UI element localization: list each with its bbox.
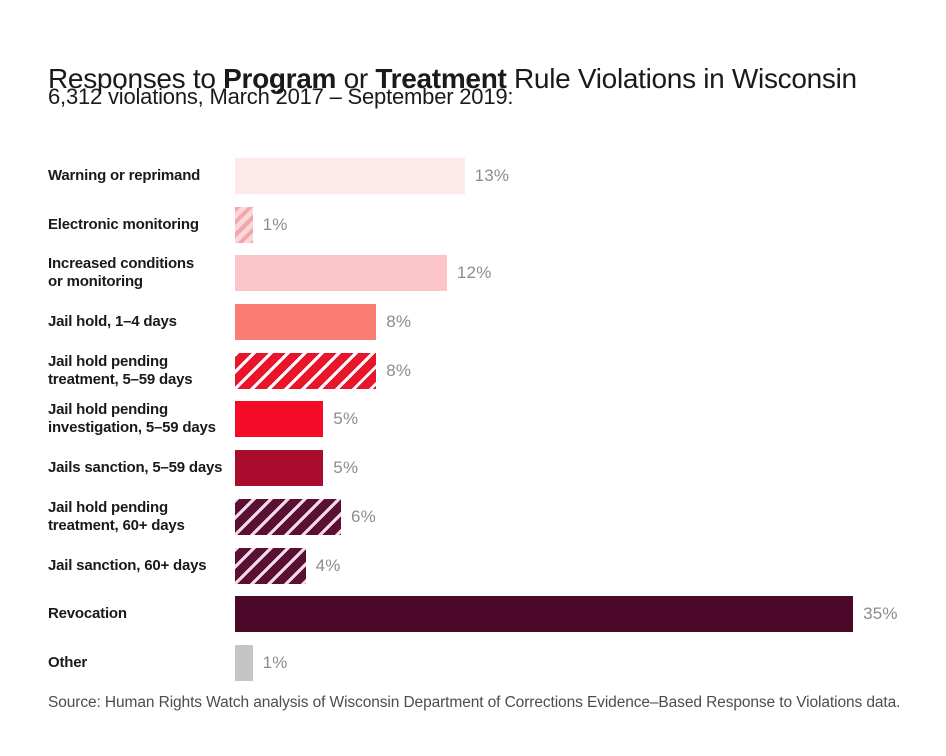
bar-track: 35% xyxy=(235,596,898,633)
bar-label-jails-sanction-5-59: Jails sanction, 5–59 days xyxy=(48,459,223,477)
bar-track: 8% xyxy=(235,352,412,389)
bar-value: 1% xyxy=(262,652,288,672)
bar-value: 35% xyxy=(863,604,898,624)
bar-label-jail-hold-investigation-5-59: Jail hold pending investigation, 5–59 da… xyxy=(48,401,216,437)
title-bold-treatment: Treatment xyxy=(375,62,507,94)
bar-track: 12% xyxy=(235,255,492,292)
bar-jail-hold-1-4-days xyxy=(235,304,377,341)
chart-subtitle: 6,312 violations, March 2017 – September… xyxy=(48,84,514,109)
chart-row: Increased conditions or monitoring 12% xyxy=(48,255,918,292)
bar-value: 4% xyxy=(315,555,341,575)
bar-value: 5% xyxy=(333,409,359,429)
bar-increased-conditions xyxy=(235,255,447,292)
bar-label-jail-hold-treatment-60plus: Jail hold pending treatment, 60+ days xyxy=(48,498,185,534)
chart-title: Responses to Program or Treatment Rule V… xyxy=(48,63,857,95)
bar-value: 1% xyxy=(262,214,288,234)
bar-label-jail-sanction-60plus: Jail sanction, 60+ days xyxy=(48,556,207,574)
bar-jail-sanction-60plus xyxy=(235,547,306,584)
title-bold-program: Program xyxy=(223,62,337,94)
bar-revocation xyxy=(235,596,854,633)
title-text: Rule Violations in Wisconsin xyxy=(506,62,857,94)
chart-row: Jail sanction, 60+ days 4% xyxy=(48,547,918,584)
title-text: or xyxy=(336,62,376,94)
bar-track: 5% xyxy=(235,450,359,487)
bar-jail-hold-treatment-60plus xyxy=(235,498,341,535)
bar-label-jail-hold-1-4-days: Jail hold, 1–4 days xyxy=(48,313,177,331)
bar-value: 8% xyxy=(386,312,412,332)
bar-value: 12% xyxy=(456,263,492,283)
chart-row: Other 1% xyxy=(48,644,918,681)
bar-jail-hold-investigation-5-59 xyxy=(235,401,324,438)
bar-track: 6% xyxy=(235,498,376,535)
bar-label-other: Other xyxy=(48,653,88,671)
source-note: Source: Human Rights Watch analysis of W… xyxy=(48,694,901,711)
bar-value: 6% xyxy=(350,506,376,526)
bar-value: 8% xyxy=(386,360,412,380)
bar-label-revocation: Revocation xyxy=(48,605,127,623)
bar-label-increased-conditions: Increased conditions or monitoring xyxy=(48,255,195,291)
bar-value: 13% xyxy=(474,166,510,185)
bar-track: 13% xyxy=(235,158,509,194)
bar-electronic-monitoring xyxy=(235,206,253,243)
chart-row: Jail hold pending treatment, 5–59 days 8… xyxy=(48,352,918,389)
chart-row: Electronic monitoring 1% xyxy=(48,206,918,243)
chart-row: Jail hold, 1–4 days 8% xyxy=(48,304,918,341)
bar-value: 5% xyxy=(333,458,359,478)
bar-track: 8% xyxy=(235,304,412,341)
bar-chart: Warning or reprimand 13% Electronic moni… xyxy=(48,158,918,694)
bar-other xyxy=(235,644,253,681)
bar-label-jail-hold-treatment-5-59: Jail hold pending treatment, 5–59 days xyxy=(48,352,193,388)
bar-track: 4% xyxy=(235,547,341,584)
bar-label-warning-or-reprimand: Warning or reprimand xyxy=(48,167,201,184)
bar-label-electronic-monitoring: Electronic monitoring xyxy=(48,215,199,233)
title-text: Responses to xyxy=(48,62,224,94)
bar-jails-sanction-5-59 xyxy=(235,450,324,487)
bar-track: 1% xyxy=(235,206,288,243)
bar-jail-hold-treatment-5-59 xyxy=(235,352,377,389)
chart-row: Warning or reprimand 13% xyxy=(48,158,918,194)
bar-warning-or-reprimand xyxy=(235,158,465,194)
chart-row: Jail hold pending investigation, 5–59 da… xyxy=(48,401,918,438)
bar-track: 5% xyxy=(235,401,359,438)
chart-row: Jail hold pending treatment, 60+ days 6% xyxy=(48,498,918,535)
chart-row: Jails sanction, 5–59 days 5% xyxy=(48,450,918,487)
bar-track: 1% xyxy=(235,644,288,681)
chart-row: Revocation 35% xyxy=(48,596,918,633)
